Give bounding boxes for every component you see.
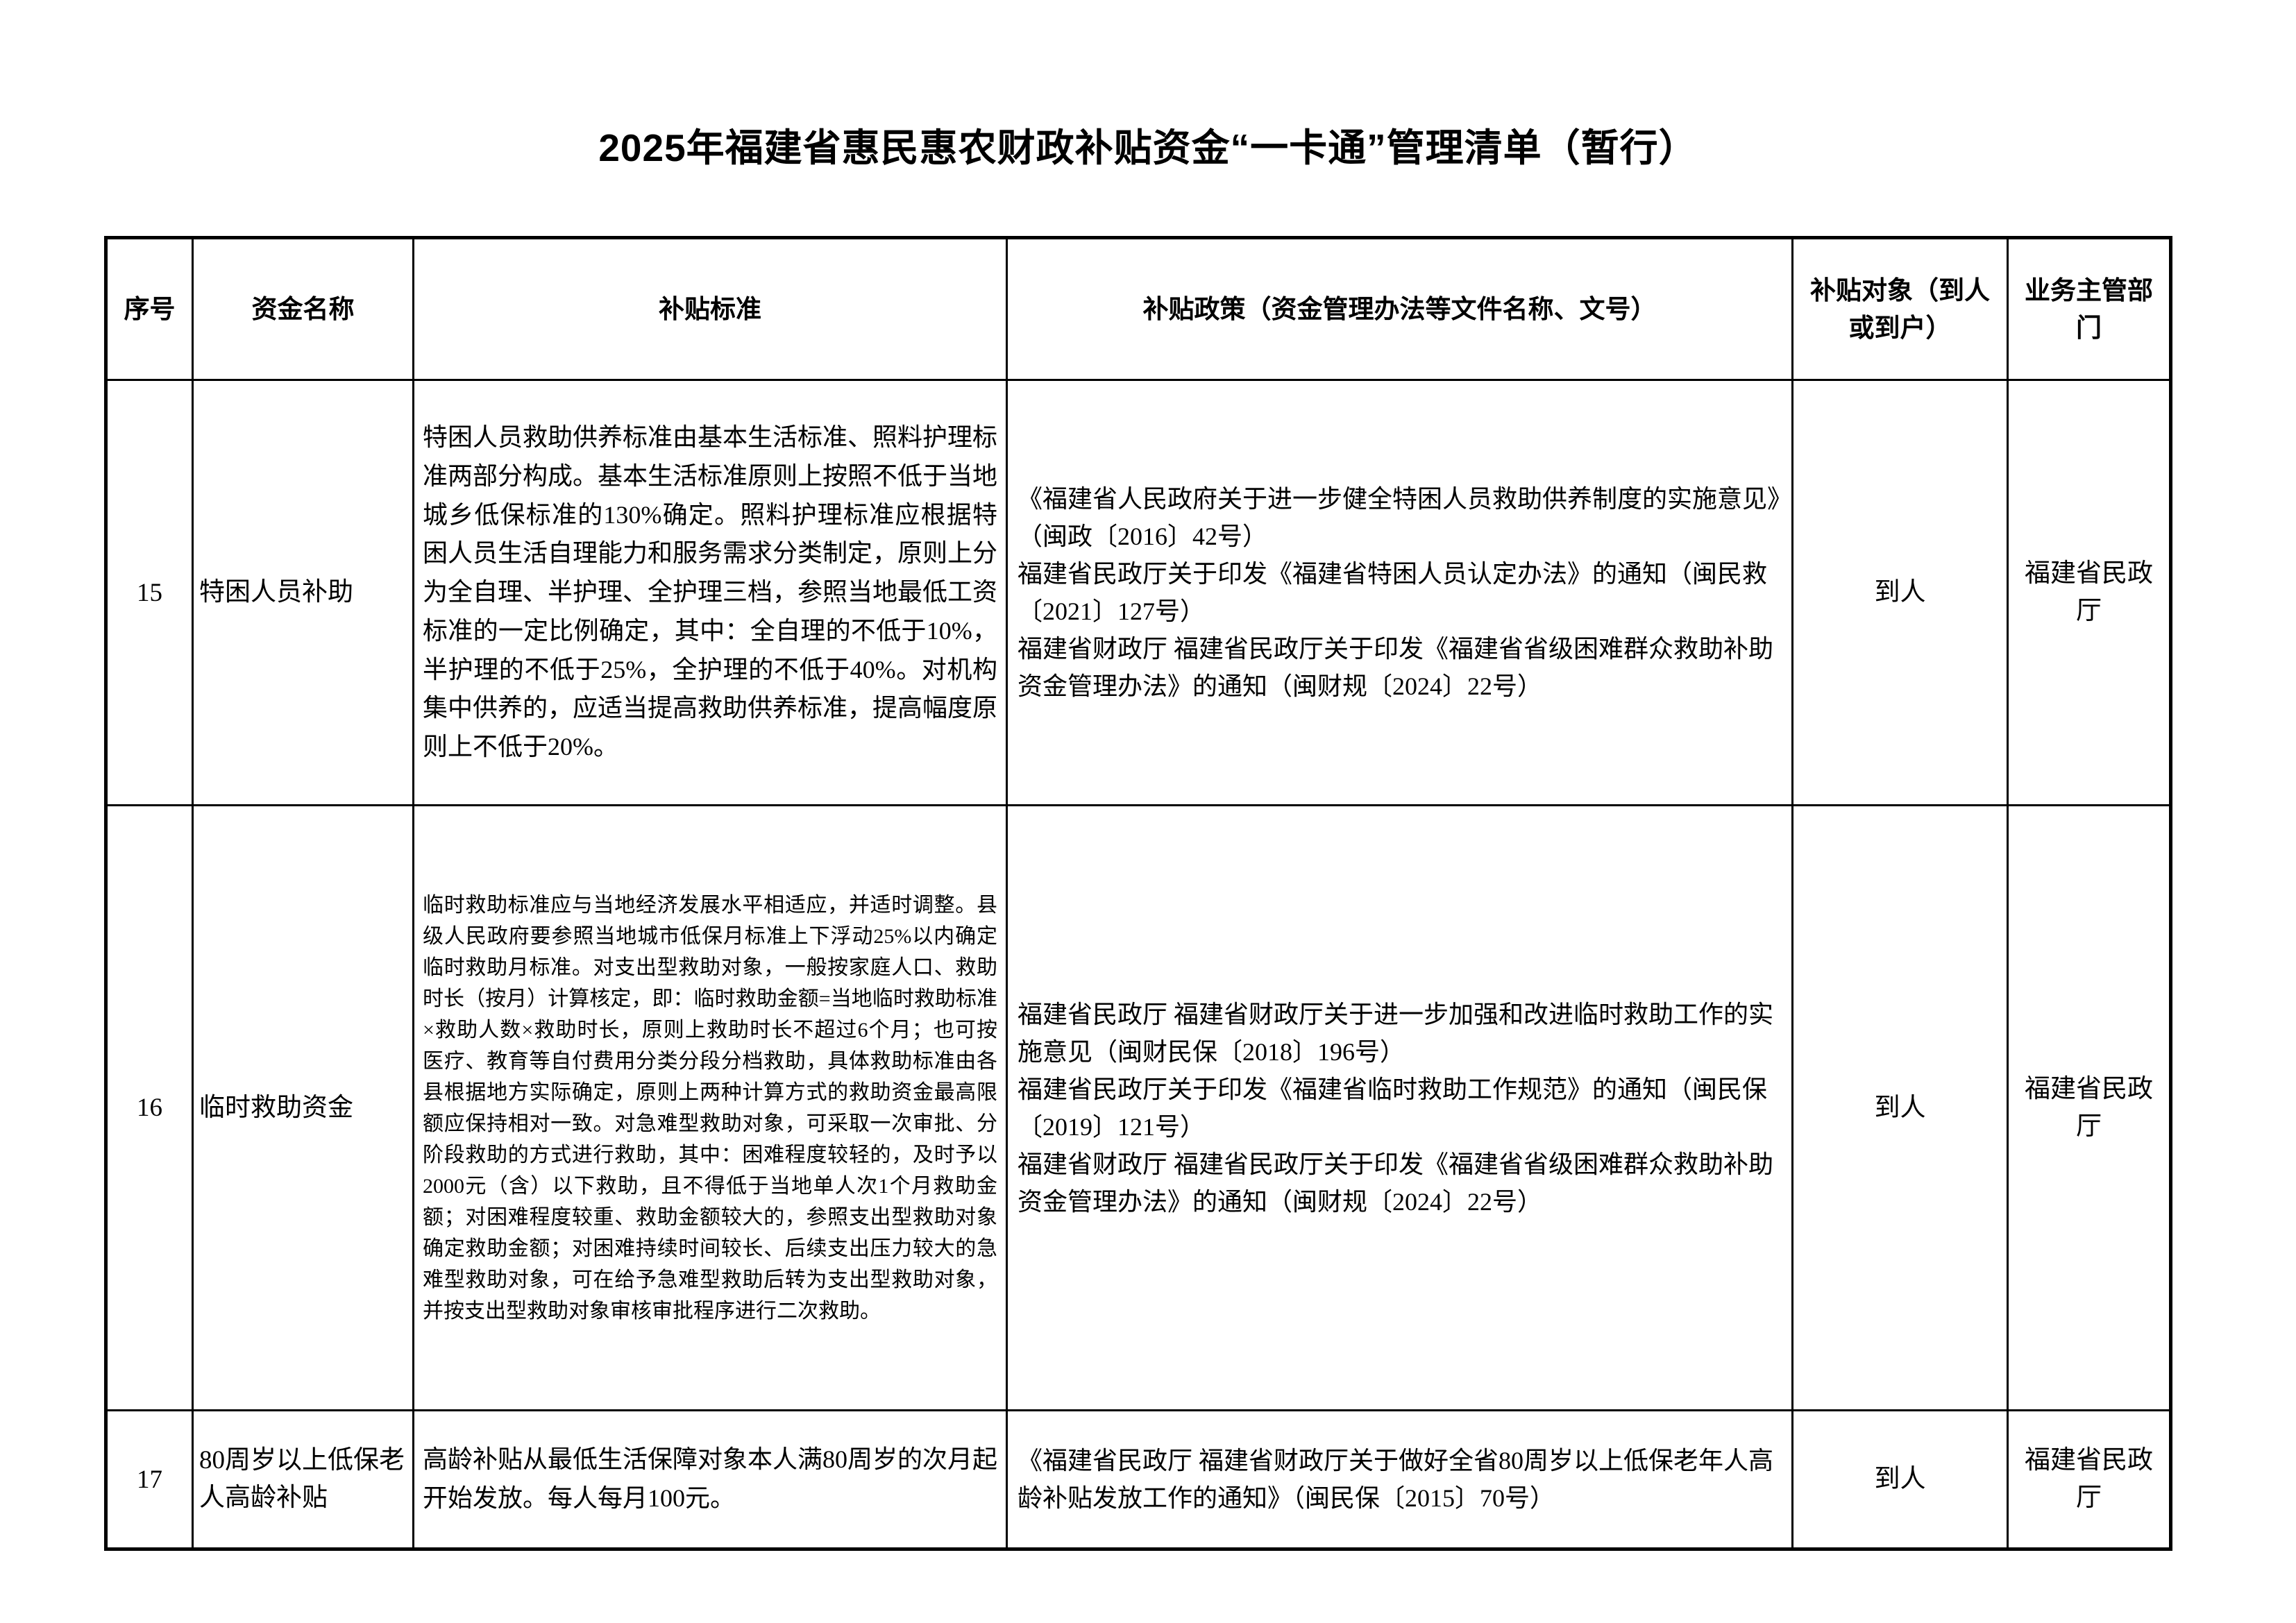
row-15-target: 到人 [1791, 379, 2009, 806]
row-17-fund-name: 80周岁以上低保老人高龄补贴 [192, 1409, 414, 1550]
row-16-standard: 临时救助标准应与当地经济发展水平相适应，并适时调整。县级人民政府要参照当地城市低… [412, 804, 1008, 1411]
col-header-department: 业务主管部门 [2007, 237, 2172, 381]
row-17-policy: 《福建省民政厅 福建省财政厅关于做好全省80周岁以上低保老年人高龄补贴发放工作的… [1006, 1409, 1793, 1550]
row-17-no: 17 [105, 1409, 194, 1550]
col-header-policy: 补贴政策（资金管理办法等文件名称、文号） [1006, 237, 1793, 381]
table-row: 15 特困人员补助 特困人员救助供养标准由基本生活标准、照料护理标准两部分构成。… [105, 379, 2172, 806]
row-15-fund-name: 特困人员补助 [192, 379, 414, 806]
row-17-department: 福建省民政厅 [2007, 1409, 2172, 1550]
row-17-target: 到人 [1791, 1409, 2009, 1550]
col-header-target: 补贴对象（到人或到户） [1791, 237, 2009, 381]
col-header-no: 序号 [105, 237, 194, 381]
col-header-standard: 补贴标准 [412, 237, 1008, 381]
table-row: 17 80周岁以上低保老人高龄补贴 高龄补贴从最低生活保障对象本人满80周岁的次… [105, 1409, 2172, 1550]
document-title: 2025年福建省惠民惠农财政补贴资金“一卡通”管理清单（暂行） [598, 126, 1698, 169]
row-16-target: 到人 [1791, 804, 2009, 1411]
col-header-fund-name: 资金名称 [192, 237, 414, 381]
table-row: 16 临时救助资金 临时救助标准应与当地经济发展水平相适应，并适时调整。县级人民… [105, 804, 2172, 1411]
row-16-policy: 福建省民政厅 福建省财政厅关于进一步加强和改进临时救助工作的实施意见（闽财民保〔… [1006, 804, 1793, 1411]
row-15-department: 福建省民政厅 [2007, 379, 2172, 806]
row-15-standard: 特困人员救助供养标准由基本生活标准、照料护理标准两部分构成。基本生活标准原则上按… [412, 379, 1008, 806]
row-16-no: 16 [105, 804, 194, 1411]
row-16-department: 福建省民政厅 [2007, 804, 2172, 1411]
table-header-row: 序号 资金名称 补贴标准 补贴政策（资金管理办法等文件名称、文号） 补贴对象（到… [105, 237, 2172, 381]
row-15-policy: 《福建省人民政府关于进一步健全特困人员救助供养制度的实施意见》（闽政〔2016〕… [1006, 379, 1793, 806]
subsidy-table: 序号 资金名称 补贴标准 补贴政策（资金管理办法等文件名称、文号） 补贴对象（到… [104, 236, 2172, 1551]
row-16-fund-name: 临时救助资金 [192, 804, 414, 1411]
row-17-standard: 高龄补贴从最低生活保障对象本人满80周岁的次月起开始发放。每人每月100元。 [412, 1409, 1008, 1550]
row-15-no: 15 [105, 379, 194, 806]
